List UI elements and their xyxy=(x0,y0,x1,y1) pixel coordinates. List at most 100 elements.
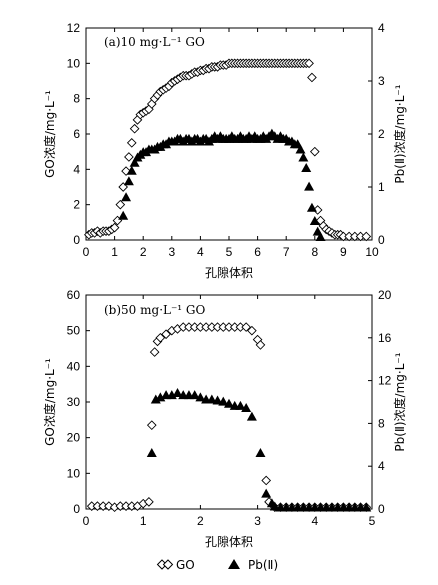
panel-b-x-label: 孔隙体积 xyxy=(205,535,253,549)
panel-a-pb-series xyxy=(118,128,326,241)
pb-point xyxy=(118,210,129,220)
pb-point xyxy=(126,165,137,175)
panel-b-y-left-axis: 0 10 20 30 40 50 60 xyxy=(67,288,90,516)
y-left-tick-label: 10 xyxy=(67,56,81,70)
panel-b-title: (b)50 mg·L⁻¹ GO xyxy=(104,303,206,317)
go-point xyxy=(261,475,272,486)
panel-a-y-left-axis: 0 2 4 6 8 10 12 xyxy=(67,21,90,247)
panel-b-y-right-axis: 0 4 8 12 16 20 xyxy=(368,288,392,516)
legend-go-marker-2 xyxy=(162,559,174,570)
panel-b-go-series xyxy=(86,322,372,513)
y-left-tick-label: 10 xyxy=(67,466,81,480)
go-point xyxy=(307,72,317,83)
pb-point xyxy=(129,157,140,167)
legend-pb-label: Pb(Ⅱ) xyxy=(248,558,278,572)
x-tick-label: 0 xyxy=(83,514,90,528)
x-tick-label: 5 xyxy=(369,514,376,528)
panel-a-go-series xyxy=(84,58,372,242)
go-point xyxy=(118,182,129,192)
y-right-tick-label: 8 xyxy=(378,416,385,430)
go-point xyxy=(124,152,134,162)
y-right-tick-label: 0 xyxy=(378,502,385,516)
x-tick-label: 8 xyxy=(311,245,318,259)
go-point xyxy=(361,231,372,242)
pb-point xyxy=(255,447,266,457)
y-right-tick-label: 2 xyxy=(378,127,385,141)
legend-go-label: GO xyxy=(176,558,195,572)
x-tick-label: 4 xyxy=(311,514,318,528)
y-left-tick-label: 30 xyxy=(67,395,81,409)
go-point xyxy=(146,420,157,431)
x-tick-label: 3 xyxy=(254,514,261,528)
x-tick-label: 1 xyxy=(140,514,147,528)
panel-b-y-right-label: Pb(Ⅱ)浓度/mg·L⁻¹ xyxy=(392,352,407,451)
x-tick-label: 4 xyxy=(197,245,204,259)
x-tick-label: 6 xyxy=(254,245,261,259)
pb-point xyxy=(206,394,217,404)
x-tick-label: 7 xyxy=(283,245,290,259)
pb-point xyxy=(261,488,272,498)
pb-point xyxy=(246,411,257,421)
panel-a-y-right-label: Pb(Ⅱ)浓度/mg·L⁻¹ xyxy=(392,84,407,183)
y-left-tick-label: 6 xyxy=(73,127,80,141)
go-point xyxy=(129,123,140,134)
y-left-tick-label: 50 xyxy=(67,324,81,338)
y-left-tick-label: 40 xyxy=(67,359,81,373)
y-right-tick-label: 3 xyxy=(378,74,385,88)
pb-point xyxy=(306,202,317,212)
y-right-tick-label: 20 xyxy=(378,288,392,302)
pb-point xyxy=(315,231,326,241)
go-point xyxy=(155,332,166,343)
legend: GO Pb(Ⅱ) xyxy=(156,558,278,572)
pb-point xyxy=(304,181,315,191)
pb-point xyxy=(269,501,280,511)
y-left-tick-label: 60 xyxy=(67,288,81,302)
y-left-tick-label: 0 xyxy=(73,233,80,247)
pb-point xyxy=(189,390,200,400)
x-tick-label: 2 xyxy=(140,245,147,259)
go-point xyxy=(255,340,266,350)
x-tick-label: 10 xyxy=(365,245,379,259)
pb-point xyxy=(298,152,309,162)
go-point xyxy=(304,58,314,69)
go-point xyxy=(104,501,114,511)
y-left-tick-label: 4 xyxy=(73,162,80,176)
pb-point xyxy=(224,398,234,408)
go-point xyxy=(161,329,171,340)
y-left-tick-label: 12 xyxy=(67,21,81,35)
go-point xyxy=(149,347,160,357)
panel-a-x-label: 孔隙体积 xyxy=(205,266,253,280)
y-left-tick-label: 8 xyxy=(73,92,80,106)
legend-pb-marker xyxy=(228,559,240,569)
pb-point xyxy=(309,216,320,226)
pb-point xyxy=(235,400,246,410)
x-tick-label: 9 xyxy=(340,245,347,259)
pb-point xyxy=(172,388,183,398)
y-right-tick-label: 16 xyxy=(378,331,392,345)
pb-point xyxy=(218,396,229,406)
pb-point xyxy=(361,502,372,512)
panel-a-y-right-axis: 0 1 2 3 4 xyxy=(368,21,385,247)
go-point xyxy=(115,199,126,210)
x-tick-label: 1 xyxy=(111,245,118,259)
go-point xyxy=(109,222,120,233)
pb-point xyxy=(241,403,252,413)
go-point xyxy=(126,137,137,148)
go-point xyxy=(144,497,154,507)
x-tick-label: 2 xyxy=(197,514,204,528)
pb-point xyxy=(121,192,132,202)
pb-point xyxy=(301,163,312,173)
y-right-tick-label: 4 xyxy=(378,21,385,35)
y-left-tick-label: 0 xyxy=(73,502,80,516)
x-tick-label: 0 xyxy=(83,245,90,259)
x-tick-label: 3 xyxy=(168,245,175,259)
x-tick-label: 5 xyxy=(226,245,233,259)
pb-point xyxy=(123,176,134,186)
y-left-tick-label: 20 xyxy=(67,431,81,445)
pb-point xyxy=(195,392,206,402)
y-right-tick-label: 1 xyxy=(378,180,385,194)
pb-point xyxy=(212,395,223,405)
